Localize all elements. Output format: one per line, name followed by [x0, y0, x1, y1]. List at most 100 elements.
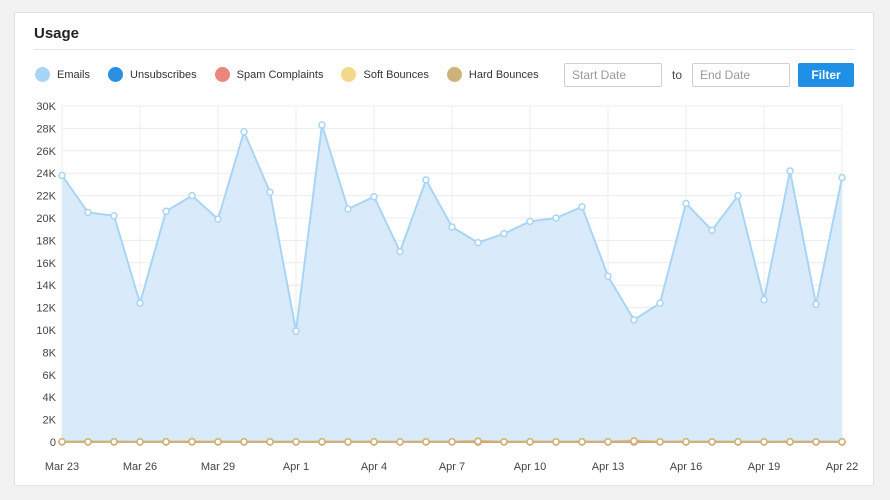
y-tick-label: 8K [43, 347, 57, 359]
data-point [838, 173, 846, 182]
data-point [396, 438, 404, 446]
y-tick-label: 0 [50, 437, 56, 449]
data-point [552, 214, 560, 222]
y-tick-label: 20K [36, 213, 56, 225]
data-point [448, 438, 456, 446]
data-point [344, 438, 352, 446]
data-point [760, 438, 768, 446]
legend-dot-icon [446, 67, 462, 82]
data-point [370, 192, 378, 201]
data-point [578, 438, 586, 446]
legend-item-emails[interactable]: Emails [35, 67, 90, 82]
x-tick-label: Apr 13 [592, 461, 624, 473]
chart-legend: Emails Unsubscribes Spam Complaints Soft… [35, 67, 557, 82]
legend-label: Soft Bounces [363, 68, 429, 81]
x-tick-label: Apr 4 [361, 461, 387, 473]
legend-dot-icon [108, 67, 124, 82]
data-point [578, 203, 586, 211]
legend-item-hard-bounces[interactable]: Hard Bounces [446, 67, 539, 82]
x-tick-label: Mar 26 [123, 461, 157, 473]
legend-dot-icon [214, 67, 230, 82]
data-point [110, 438, 118, 446]
data-point [84, 438, 92, 446]
y-tick-label: 10K [36, 325, 56, 337]
data-point [682, 438, 690, 446]
data-point [214, 438, 222, 446]
data-point [318, 121, 326, 129]
series-area-emails [62, 125, 842, 442]
data-point [110, 212, 118, 220]
data-point [292, 327, 300, 335]
data-point [266, 438, 274, 446]
data-point [812, 300, 820, 308]
legend-item-soft-bounces[interactable]: Soft Bounces [341, 67, 429, 82]
data-point [760, 296, 768, 304]
data-point [370, 438, 378, 446]
y-tick-label: 6K [43, 370, 57, 382]
data-point [396, 247, 404, 256]
legend-item-spam-complaints[interactable]: Spam Complaints [214, 67, 324, 82]
x-tick-label: Apr 22 [826, 461, 858, 473]
y-tick-label: 2K [43, 415, 57, 427]
x-tick-label: Apr 1 [283, 461, 309, 473]
y-tick-label: 26K [36, 146, 56, 158]
x-tick-label: Mar 23 [45, 461, 79, 473]
data-point [526, 217, 534, 226]
data-point [630, 437, 638, 445]
data-point [552, 438, 560, 446]
x-tick-label: Apr 19 [748, 461, 780, 473]
title-divider [34, 49, 854, 50]
data-point [812, 438, 820, 446]
data-point [58, 171, 66, 180]
data-point [214, 215, 222, 223]
y-tick-label: 14K [36, 280, 56, 292]
data-point [84, 208, 92, 217]
legend-label: Unsubscribes [130, 68, 197, 81]
data-point [318, 438, 326, 446]
x-tick-label: Apr 10 [514, 461, 546, 473]
data-point [656, 299, 664, 307]
data-point [786, 167, 794, 175]
legend-dot-icon [35, 67, 50, 82]
data-point [136, 438, 144, 446]
data-point [630, 316, 638, 324]
data-point [474, 238, 482, 247]
data-point [292, 438, 300, 446]
data-point [708, 226, 716, 235]
x-tick-label: Apr 16 [670, 461, 702, 473]
data-point [604, 438, 612, 446]
y-tick-label: 30K [36, 101, 56, 113]
legend-item-unsubscribes[interactable]: Unsubscribes [108, 67, 197, 82]
data-point [734, 191, 742, 200]
legend-label: Emails [57, 68, 91, 81]
x-tick-label: Apr 7 [439, 461, 465, 473]
start-date-input[interactable] [563, 63, 662, 87]
y-tick-label: 28K [36, 123, 56, 135]
to-label: to [671, 68, 682, 82]
data-point [188, 191, 196, 200]
y-tick-label: 18K [36, 235, 56, 247]
data-point [838, 438, 846, 446]
y-tick-label: 24K [36, 168, 56, 180]
legend-dot-icon [341, 67, 357, 82]
data-point [162, 207, 170, 216]
legend-label: Spam Complaints [236, 68, 324, 81]
data-point [500, 229, 508, 238]
data-point [786, 438, 794, 446]
data-point [708, 438, 716, 446]
data-point [682, 199, 690, 208]
data-point [656, 438, 664, 446]
y-tick-label: 16K [36, 258, 56, 270]
data-point [448, 223, 456, 231]
data-point [240, 438, 248, 446]
data-point [422, 176, 430, 184]
data-point [162, 438, 170, 446]
y-tick-label: 4K [43, 392, 57, 404]
data-point [422, 438, 430, 446]
x-tick-label: Mar 29 [201, 461, 235, 473]
data-point [500, 438, 508, 446]
filter-button[interactable]: Filter [798, 63, 854, 87]
data-point [604, 272, 612, 280]
end-date-input[interactable] [692, 63, 790, 87]
